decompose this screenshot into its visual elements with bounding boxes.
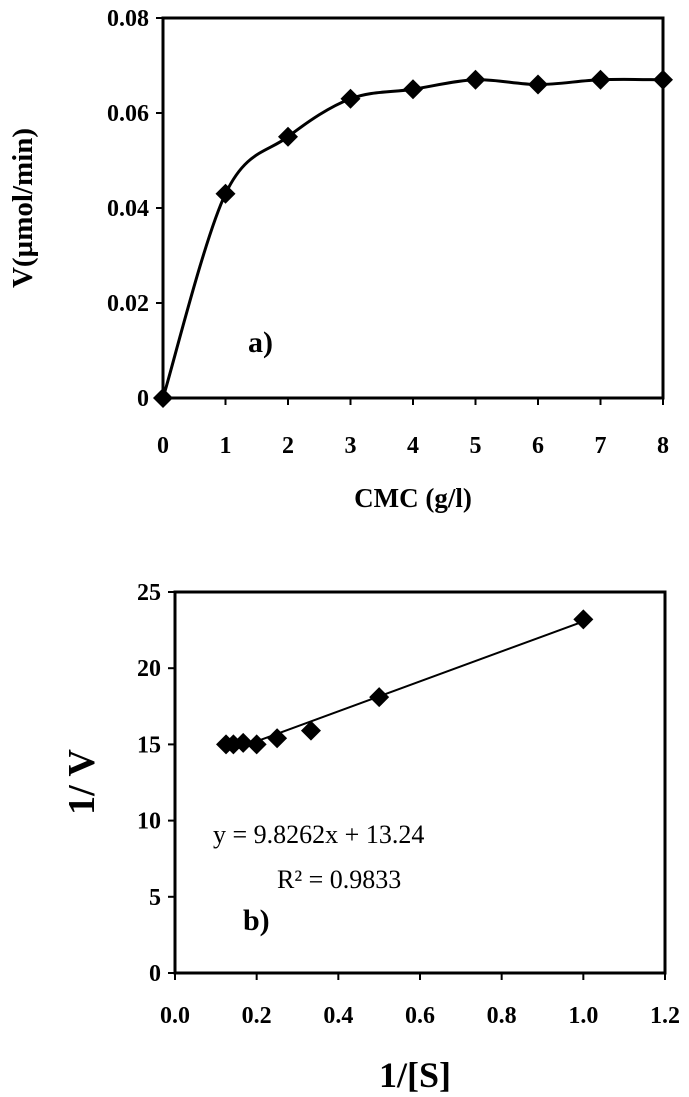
chart-b-data-point [233,732,254,753]
chart-a-data-point [403,79,423,100]
chart-b-data-point [267,728,288,749]
chart-b-data-point [300,720,321,741]
chart-a-x-tick-label: 4 [407,433,419,459]
chart-a: 0 0.02 0.04 0.06 0.08 0 1 2 3 4 5 6 7 8 CMC (g/l) V(… [7,6,673,513]
chart-a-y-tick-label: 0.02 [107,291,149,317]
chart-a-x-tick-label: 0 [157,433,169,459]
chart-a-x-tick-label: 2 [282,433,294,459]
chart-b-data-point [246,734,267,755]
chart-b-x-tick-label: 0.8 [487,1003,517,1029]
chart-b-y-axis-label: 1/ V [61,749,103,815]
chart-a-x-tick-label: 6 [532,433,544,459]
chart-b-y-tick-label: 15 [137,732,161,758]
chart-b-x-ticks: 0.0 0.2 0.4 0.6 0.8 1.0 1.2 [160,973,680,1029]
chart-b-x-tick-label: 0.6 [405,1003,435,1029]
chart-b-x-tick-label: 1.2 [650,1003,680,1029]
chart-a-x-axis-label: CMC (g/l) [354,483,472,513]
chart-a-panel-label: a) [248,326,273,359]
chart-b-panel-label: b) [243,904,270,937]
chart-a-data-point [528,74,548,95]
chart-a-data-point [340,88,361,109]
chart-a-y-tick-label: 0.04 [107,196,149,222]
chart-a-x-tick-label: 1 [220,433,232,459]
chart-b-y-tick-label: 0 [149,961,161,987]
chart-a-y-ticks: 0 0.02 0.04 0.06 0.08 [107,6,163,412]
chart-a-data-point [215,183,236,204]
chart-b-x-axis-label: 1/[S] [379,1055,451,1095]
chart-a-y-tick-label: 0 [137,386,149,412]
chart-a-plot-area [161,16,665,400]
chart-a-series-line [161,77,664,399]
chart-a-x-tick-label: 3 [345,433,357,459]
chart-a-data-point [465,69,486,90]
chart-b-r-squared: R² = 0.9833 [277,865,401,894]
chart-b: 0 5 10 15 20 25 0.0 0.2 0.4 0.6 0.8 1.0 1.2 1/[S] 1… [61,580,680,1095]
chart-a-data-point [653,69,673,90]
chart-b-trendline-equation: y = 9.8262x + 13.24 [213,820,424,849]
chart-a-data-point [278,126,298,147]
chart-a-y-tick-label: 0.06 [107,101,149,127]
chart-a-points [153,69,673,408]
chart-a-x-ticks: 0 1 2 3 4 5 6 7 8 [157,398,669,459]
chart-a-x-tick-label: 8 [657,433,669,459]
chart-b-x-tick-label: 1.0 [568,1003,598,1029]
chart-b-points [216,609,594,755]
chart-b-y-tick-label: 25 [137,580,161,606]
chart-b-y-tick-label: 20 [137,656,161,682]
chart-a-data-point [153,388,173,408]
chart-a-y-axis-label: V(µmol/min) [7,128,39,288]
chart-b-y-ticks: 0 5 10 15 20 25 [137,580,175,987]
chart-b-data-point [573,609,594,630]
chart-b-x-tick-label: 0.0 [160,1003,190,1029]
chart-b-trendline [256,620,584,743]
chart-b-y-tick-label: 10 [137,809,161,835]
chart-a-data-point [590,69,611,90]
chart-b-x-tick-label: 0.4 [323,1003,353,1029]
chart-b-data-point [369,687,390,708]
chart-a-y-tick-label: 0.08 [107,6,149,32]
chart-a-x-tick-label: 5 [470,433,482,459]
chart-b-x-tick-label: 0.2 [242,1003,272,1029]
chart-a-x-tick-label: 7 [595,433,607,459]
chart-b-y-tick-label: 5 [149,885,161,911]
